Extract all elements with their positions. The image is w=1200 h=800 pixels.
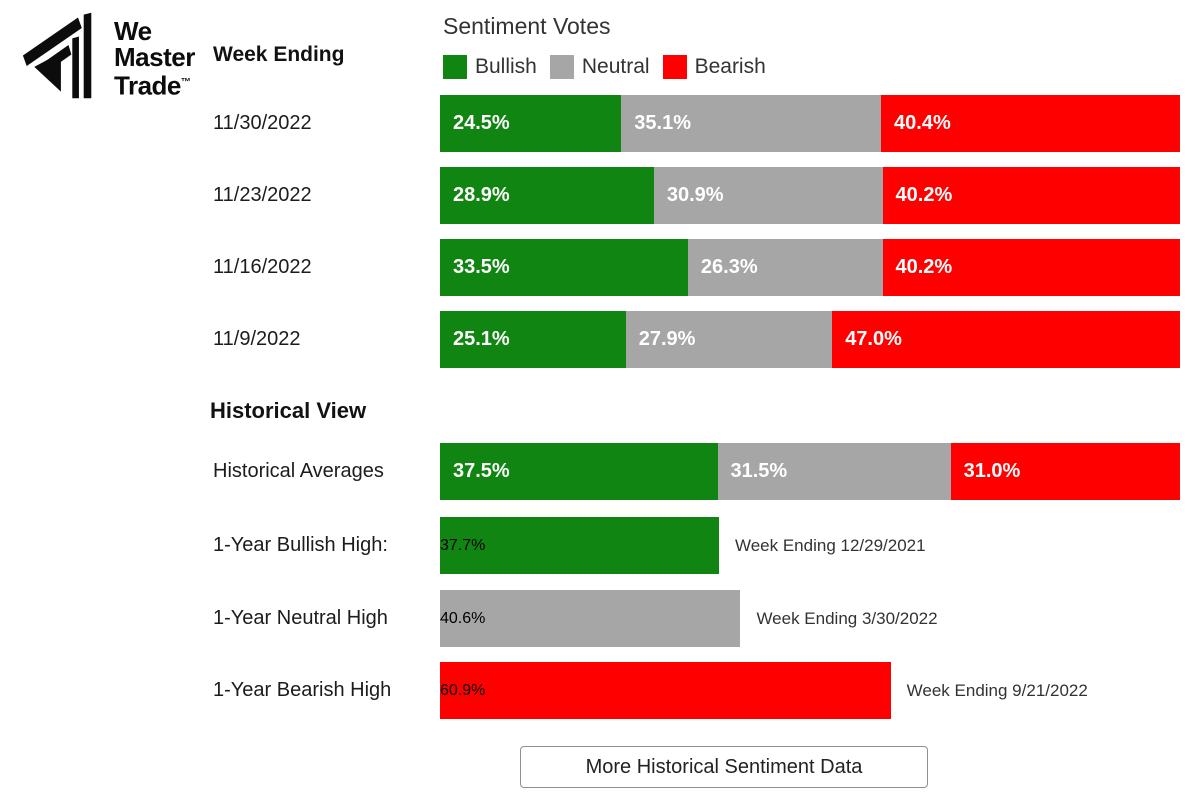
brand-logo: We Master Trade™ <box>10 8 195 103</box>
bullish-segment: 25.1% <box>440 311 626 368</box>
bullish-legend-swatch-icon <box>443 55 467 79</box>
neutral-percent-label: 26.3% <box>700 256 758 278</box>
neutral-high-fill: 40.6% <box>440 590 741 647</box>
neutral-legend-swatch-icon <box>549 55 574 79</box>
bullish-percent-label: 24.5% <box>453 112 510 134</box>
neutral-segment: 30.9% <box>653 167 883 224</box>
bearish-high-bar: 60.9% Week Ending 9/21/2022 <box>440 662 1180 719</box>
bullish-percent-label: 28.9% <box>453 184 510 206</box>
bearish-high-label: 1-Year Bearish High <box>213 679 392 701</box>
brand-wordmark: We Master Trade™ <box>114 18 195 99</box>
neutral-high-label: 1-Year Neutral High <box>213 607 388 629</box>
legend: Bullish Neutral Bearish <box>443 55 779 79</box>
week-row-bar: 24.5% 35.1% 40.4% <box>440 95 1180 152</box>
week-row-date: 11/9/2022 <box>213 328 301 350</box>
week-ending-column-header: Week Ending <box>213 43 345 66</box>
bearish-high-week-annotation: Week Ending 9/21/2022 <box>906 680 1088 700</box>
bullish-percent-label: 25.1% <box>453 328 510 350</box>
neutral-percent-label: 31.5% <box>730 460 788 482</box>
bullish-high-label: 1-Year Bullish High: <box>213 534 388 556</box>
neutral-segment: 35.1% <box>621 95 882 152</box>
brand-line-1: We <box>114 16 152 46</box>
bearish-high-fill: 60.9% <box>440 662 891 719</box>
neutral-legend-label: Neutral <box>581 55 650 78</box>
bullish-segment: 37.5% <box>440 443 718 500</box>
bullish-high-percent-label: 37.7% <box>440 536 486 554</box>
historical-view-heading: Historical View <box>210 398 367 423</box>
historical-averages-label: Historical Averages <box>213 460 384 482</box>
week-row-bar: 25.1% 27.9% 47.0% <box>440 311 1180 368</box>
week-row-date: 11/23/2022 <box>213 184 312 206</box>
more-historical-sentiment-data-button[interactable]: More Historical Sentiment Data <box>520 746 928 788</box>
trademark-symbol: ™ <box>180 77 191 88</box>
bullish-segment: 33.5% <box>440 239 688 296</box>
bearish-legend-swatch-icon <box>662 55 687 79</box>
historical-averages-bar: 37.5% 31.5% 31.0% <box>440 443 1180 500</box>
bullish-legend-label: Bullish <box>475 55 537 78</box>
we-master-trade-arrow-icon <box>22 12 92 99</box>
bullish-segment: 28.9% <box>440 167 654 224</box>
neutral-segment: 27.9% <box>625 311 833 368</box>
bearish-high-percent-label: 60.9% <box>440 681 486 699</box>
neutral-high-percent-label: 40.6% <box>440 609 486 627</box>
bearish-legend-label: Bearish <box>694 55 766 78</box>
bearish-segment: 47.0% <box>832 311 1180 368</box>
bearish-percent-label: 40.4% <box>894 112 951 134</box>
neutral-percent-label: 30.9% <box>666 184 724 206</box>
neutral-high-bar: 40.6% Week Ending 3/30/2022 <box>440 590 1180 647</box>
neutral-percent-label: 35.1% <box>634 112 692 134</box>
bullish-percent-label: 37.5% <box>453 460 510 482</box>
brand-line-3: Trade™ <box>114 70 191 101</box>
bearish-percent-label: 40.2% <box>895 184 953 206</box>
bearish-percent-label: 31.0% <box>963 460 1021 482</box>
bullish-segment: 24.5% <box>440 95 622 152</box>
bearish-percent-label: 40.2% <box>895 256 953 278</box>
bullish-high-fill: 37.7% <box>440 517 719 574</box>
neutral-high-week-annotation: Week Ending 3/30/2022 <box>756 608 938 628</box>
brand-line-2: Master <box>114 42 195 72</box>
bullish-percent-label: 33.5% <box>453 256 510 278</box>
bullish-high-week-annotation: Week Ending 12/29/2021 <box>734 535 926 555</box>
bearish-segment: 31.0% <box>950 443 1180 500</box>
neutral-segment: 26.3% <box>687 239 883 296</box>
chart-title: Sentiment Votes <box>443 13 611 39</box>
bearish-segment: 40.2% <box>882 239 1180 296</box>
neutral-percent-label: 27.9% <box>638 328 696 350</box>
bullish-high-bar: 37.7% Week Ending 12/29/2021 <box>440 517 1180 574</box>
neutral-segment: 31.5% <box>717 443 951 500</box>
bearish-segment: 40.4% <box>881 95 1180 152</box>
week-row-bar: 28.9% 30.9% 40.2% <box>440 167 1180 224</box>
week-row-bar: 33.5% 26.3% 40.2% <box>440 239 1180 296</box>
bearish-segment: 40.2% <box>882 167 1180 224</box>
week-row-date: 11/16/2022 <box>213 256 312 278</box>
bearish-percent-label: 47.0% <box>845 328 902 350</box>
week-row-date: 11/30/2022 <box>213 112 312 134</box>
